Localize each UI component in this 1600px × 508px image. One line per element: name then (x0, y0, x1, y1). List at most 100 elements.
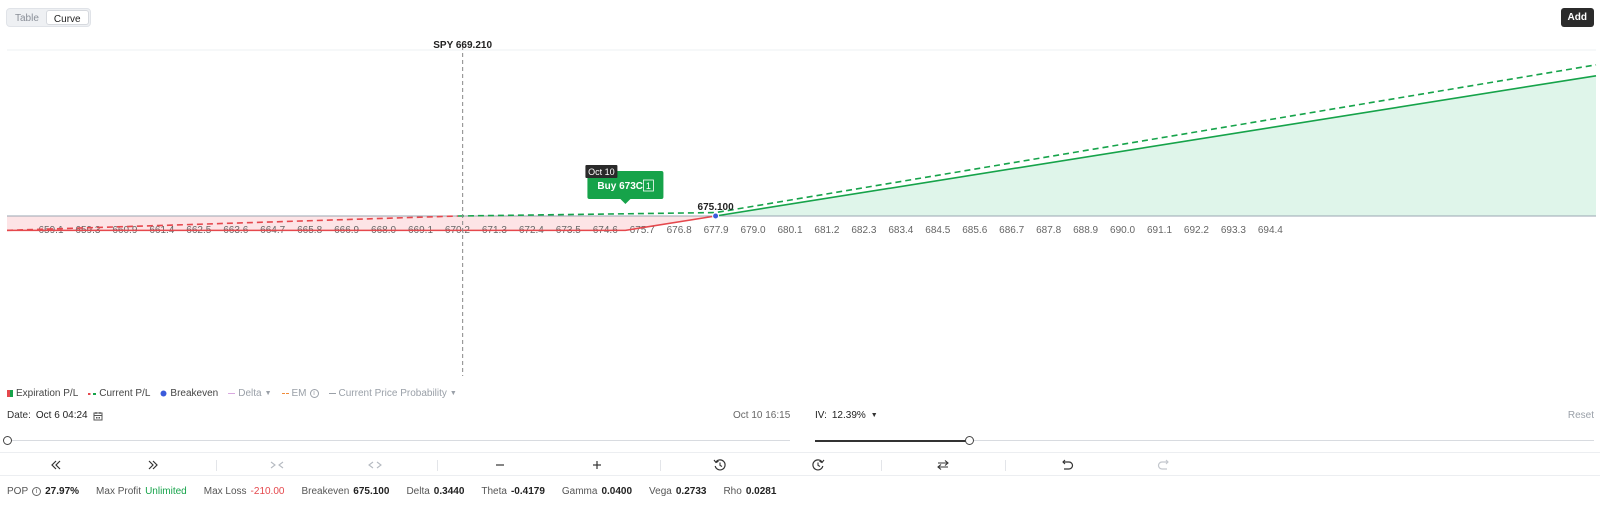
x-tick-label: 687.8 (1036, 225, 1061, 236)
stat-label: Max Profit (96, 486, 142, 497)
stat-max-loss: Max Loss -210.00 (204, 486, 285, 497)
stat-value: -0.4179 (510, 486, 545, 497)
stat-value: 0.0400 (601, 486, 633, 497)
chart-legend: Expiration P/L Current P/L Breakeven Del… (7, 388, 457, 399)
legend-expiration-pl[interactable]: Expiration P/L (7, 388, 78, 399)
x-tick-label: 688.9 (1073, 225, 1098, 236)
x-tick-label: 675.7 (630, 225, 655, 236)
x-tick-label: 681.2 (814, 225, 839, 236)
breakeven-label: 675.100 (698, 202, 735, 213)
iv-value[interactable]: 12.39% (831, 410, 866, 421)
stat-value: Unlimited (145, 486, 187, 497)
legend-price-probability[interactable]: Current Price Probability ▼ (328, 388, 457, 399)
expiration-pl-loss-line (7, 215, 716, 232)
delta-line-icon (228, 393, 236, 394)
iv-slider-track[interactable] (815, 440, 1594, 441)
caret-down-icon[interactable]: ▼ (870, 412, 878, 419)
caret-down-icon: ▼ (264, 390, 272, 397)
tab-curve[interactable]: Curve (45, 10, 89, 25)
x-tick-label: 684.5 (925, 225, 950, 236)
stat-value: 0.3440 (433, 486, 465, 497)
stat-label: Vega (649, 486, 672, 497)
add-button[interactable]: Add (1560, 8, 1594, 27)
stat-label: Max Loss (203, 486, 247, 497)
stat-label: Breakeven (301, 486, 350, 497)
legend-label: Current P/L (99, 388, 151, 399)
date-tag-label: Oct 10 (588, 167, 615, 177)
legend-label: Delta (238, 388, 262, 399)
stat-pop: POP i 27.97% (7, 486, 79, 497)
history-icon[interactable] (711, 457, 729, 473)
toolbar-divider (660, 460, 661, 471)
iv-row: IV: 12.39% ▼ (815, 410, 878, 421)
current-pl-loss-line (6, 215, 458, 232)
undo-icon[interactable] (1058, 457, 1076, 473)
x-tick-label: 686.7 (999, 225, 1024, 236)
stat-value: -210.00 (250, 486, 285, 497)
legend-label: EM (291, 388, 307, 399)
x-tick-label: 679.0 (741, 225, 766, 236)
legend-em[interactable]: EM i (281, 388, 319, 399)
collapse-icon[interactable] (268, 457, 286, 473)
iv-slider-knob[interactable] (965, 436, 975, 445)
toolbar-divider (881, 460, 882, 471)
quantity-label: 1 (646, 181, 651, 191)
x-tick-label: 680.1 (777, 225, 802, 236)
expiry-date-label: Oct 10 16:15 (733, 410, 791, 421)
position-marker-pointer (620, 199, 631, 204)
swap-icon[interactable] (934, 457, 952, 473)
toolbar-divider (437, 460, 438, 471)
date-slider-track[interactable] (7, 440, 790, 441)
legend-label: Current Price Probability (338, 388, 447, 399)
date-slider-knob[interactable] (3, 436, 12, 445)
tab-table[interactable]: Table (15, 13, 39, 24)
stat-label: Delta (406, 486, 430, 497)
x-tick-label: 690.0 (1110, 225, 1135, 236)
stat-label: POP (7, 486, 29, 497)
stat-breakeven: Breakeven 675.100 (301, 486, 389, 497)
date-tag (585, 165, 618, 178)
toolbar-divider (216, 460, 217, 471)
x-tick-label: 694.4 (1258, 225, 1283, 236)
date-label: Date: (7, 410, 31, 421)
iv-label: IV: (815, 410, 827, 421)
caret-down-icon: ▼ (449, 390, 457, 397)
time-forward-icon[interactable] (809, 457, 827, 473)
strategy-stats: POP i 27.97% Max Profit Unlimited Max Lo… (7, 486, 776, 497)
double-right-icon[interactable] (144, 457, 162, 473)
stat-label: Rho (723, 486, 742, 497)
legend-delta[interactable]: Delta ▼ (228, 388, 272, 399)
calendar-icon[interactable] (93, 411, 103, 421)
expiration-swatch-icon (7, 390, 13, 397)
double-left-icon[interactable] (47, 457, 65, 473)
iv-slider-fill (815, 439, 970, 442)
legend-label: Breakeven (170, 388, 219, 399)
stat-value: 0.0281 (745, 486, 777, 497)
stat-max-profit: Max Profit Unlimited (96, 486, 187, 497)
stat-label: Theta (481, 486, 507, 497)
probability-line-icon (328, 393, 336, 394)
info-icon[interactable]: i (32, 487, 42, 496)
stat-delta: Delta 0.3440 (406, 486, 464, 497)
x-tick-label: 682.3 (851, 225, 876, 236)
minus-icon[interactable] (491, 457, 509, 473)
plus-icon[interactable] (588, 457, 606, 473)
redo-icon[interactable] (1155, 457, 1173, 473)
toolbar-divider (1005, 460, 1006, 471)
x-tick-label: 691.1 (1147, 225, 1172, 236)
stat-gamma: Gamma 0.0400 (562, 486, 632, 497)
breakeven-dot (712, 212, 720, 220)
date-value[interactable]: Oct 6 04:24 (35, 410, 88, 421)
stat-value: 675.100 (353, 486, 390, 497)
info-icon[interactable]: i (309, 389, 319, 398)
date-row: Date: Oct 6 04:24 (7, 410, 103, 421)
em-line-icon (281, 393, 289, 394)
chart-toolbar (0, 452, 1600, 476)
expand-icon[interactable] (366, 457, 384, 473)
stat-vega: Vega 0.2733 (649, 486, 706, 497)
legend-breakeven[interactable]: Breakeven (160, 388, 218, 399)
legend-label: Expiration P/L (16, 388, 79, 399)
legend-current-pl[interactable]: Current P/L (88, 388, 150, 399)
x-tick-label: 683.4 (888, 225, 913, 236)
reset-button[interactable]: Reset (1567, 410, 1594, 421)
